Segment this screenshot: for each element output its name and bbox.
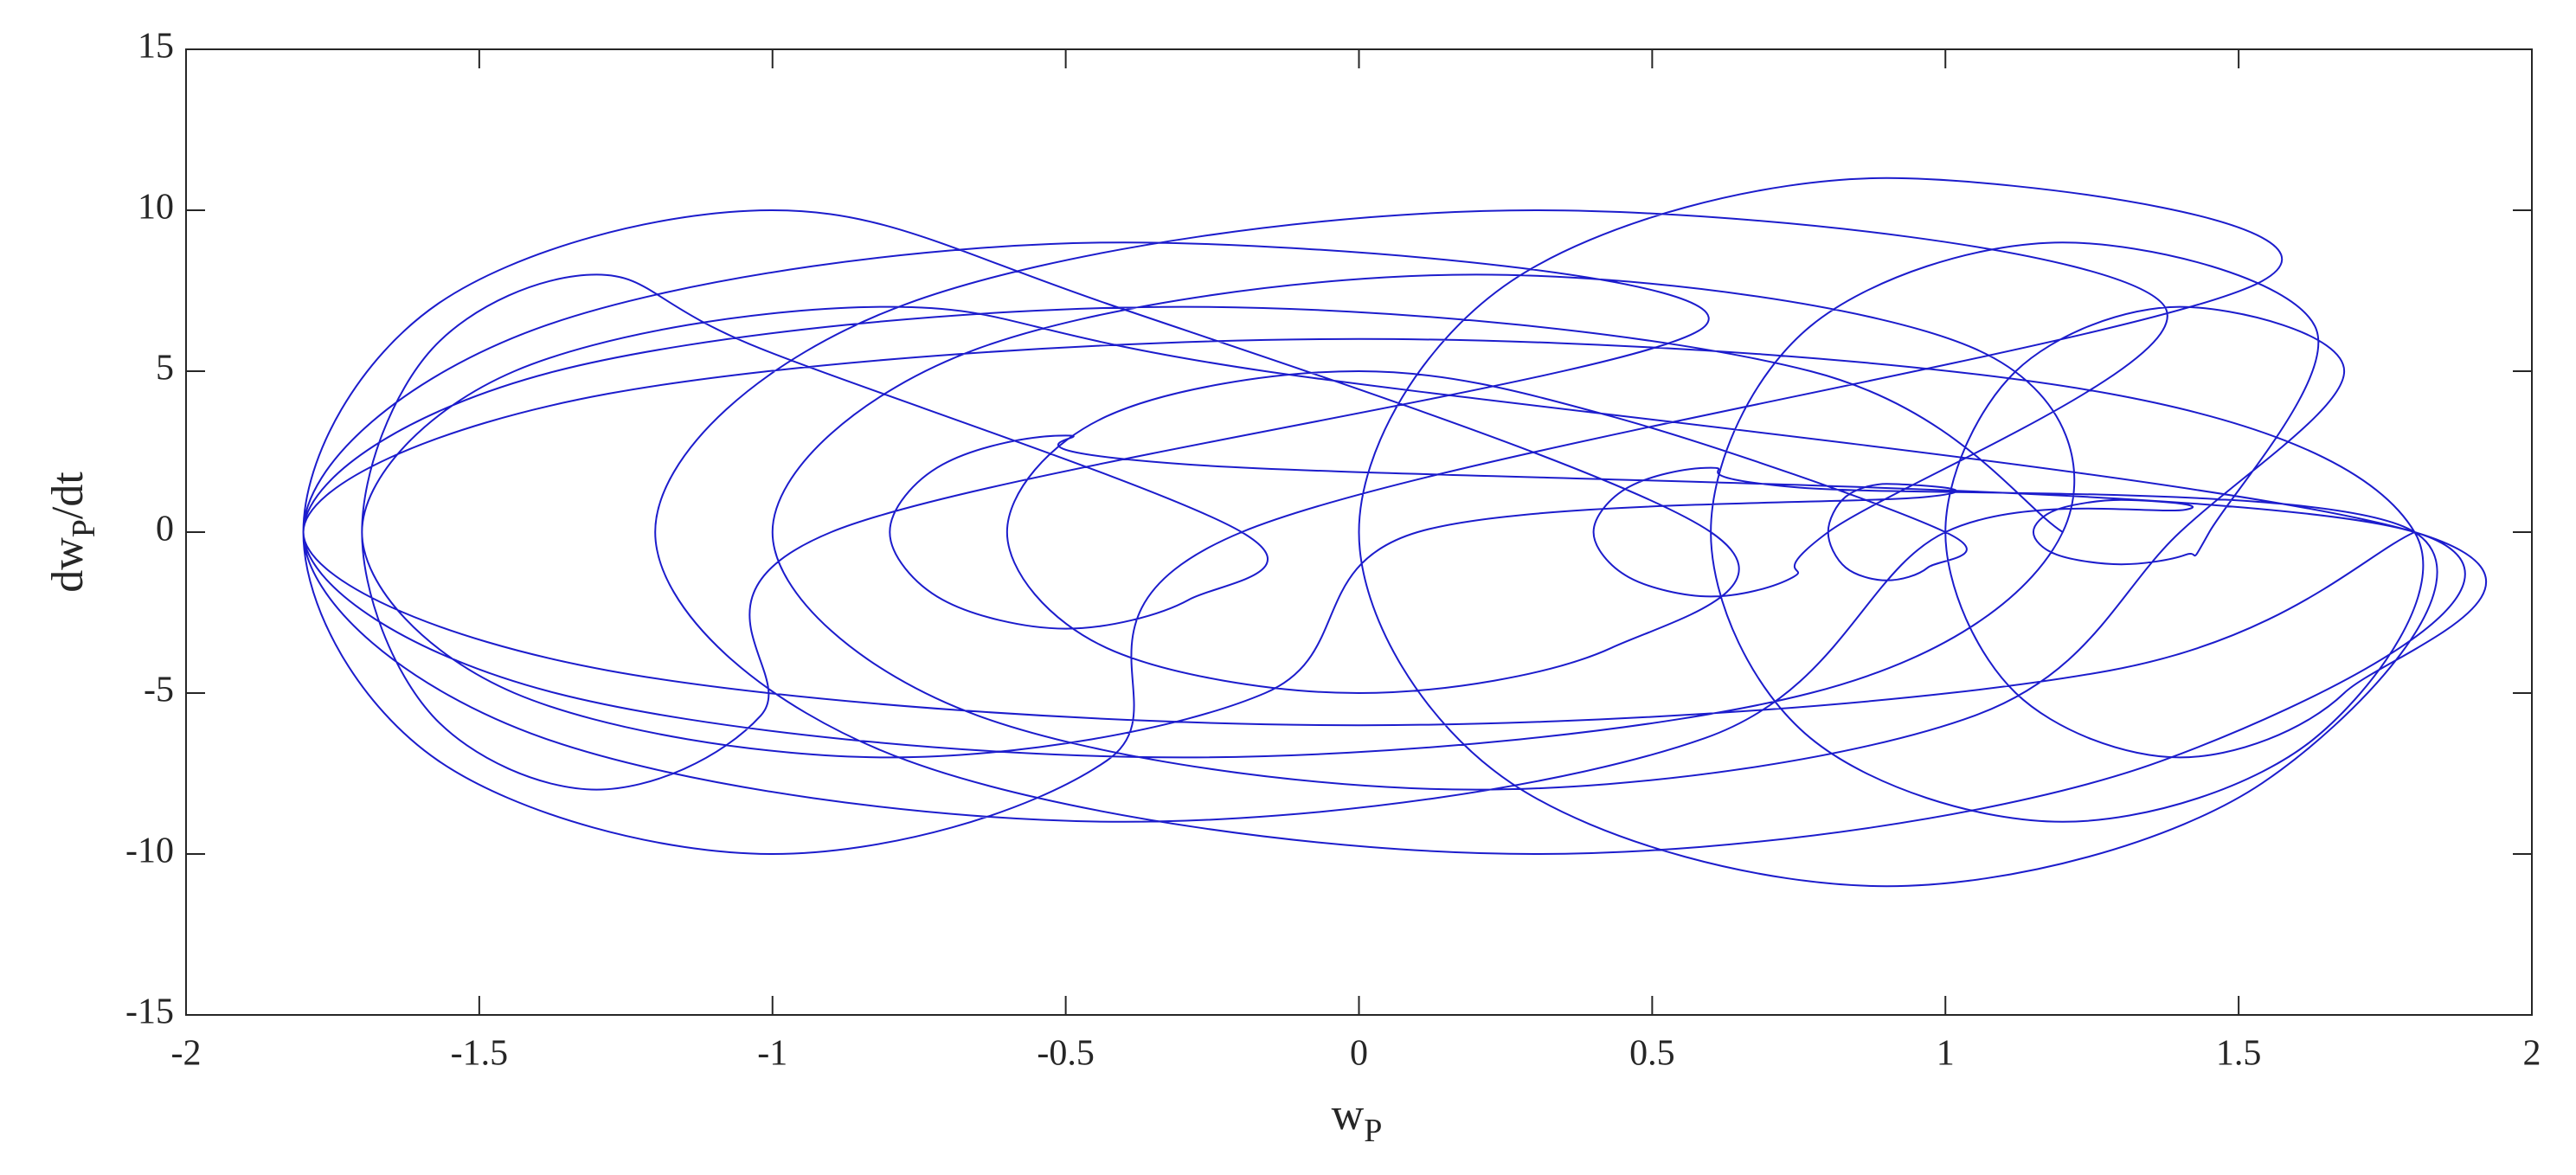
x-tick-label: -2: [171, 1034, 202, 1074]
y-axis-label: dwP/dt: [43, 472, 102, 593]
x-tick-label: -1.5: [451, 1034, 509, 1074]
x-tick-label: 1.5: [2216, 1034, 2262, 1074]
y-label-base: dw: [43, 537, 93, 593]
trajectory: [302, 177, 2488, 888]
y-tick-label: 10: [138, 188, 174, 228]
y-tick-label: -5: [144, 671, 174, 710]
x-axis-label: wP: [1332, 1090, 1383, 1149]
x-tick-label: 0: [1350, 1034, 1368, 1074]
y-tick-label: 15: [138, 27, 174, 67]
x-label-base: w: [1332, 1090, 1365, 1140]
x-tick-label: -1: [757, 1034, 787, 1074]
x-tick-label: -0.5: [1037, 1034, 1095, 1074]
y-tick-label: 0: [156, 510, 174, 549]
x-tick-label: 2: [2523, 1034, 2541, 1074]
y-tick-label: -15: [125, 992, 174, 1032]
y-label-sub: P: [66, 519, 102, 537]
x-tick-label: 1: [1937, 1034, 1955, 1074]
x-label-sub: P: [1364, 1113, 1382, 1149]
y-label-rest: /dt: [43, 472, 93, 519]
x-tick-label: 0.5: [1629, 1034, 1675, 1074]
y-tick-label: 5: [156, 349, 174, 388]
y-tick-label: -10: [125, 831, 174, 871]
